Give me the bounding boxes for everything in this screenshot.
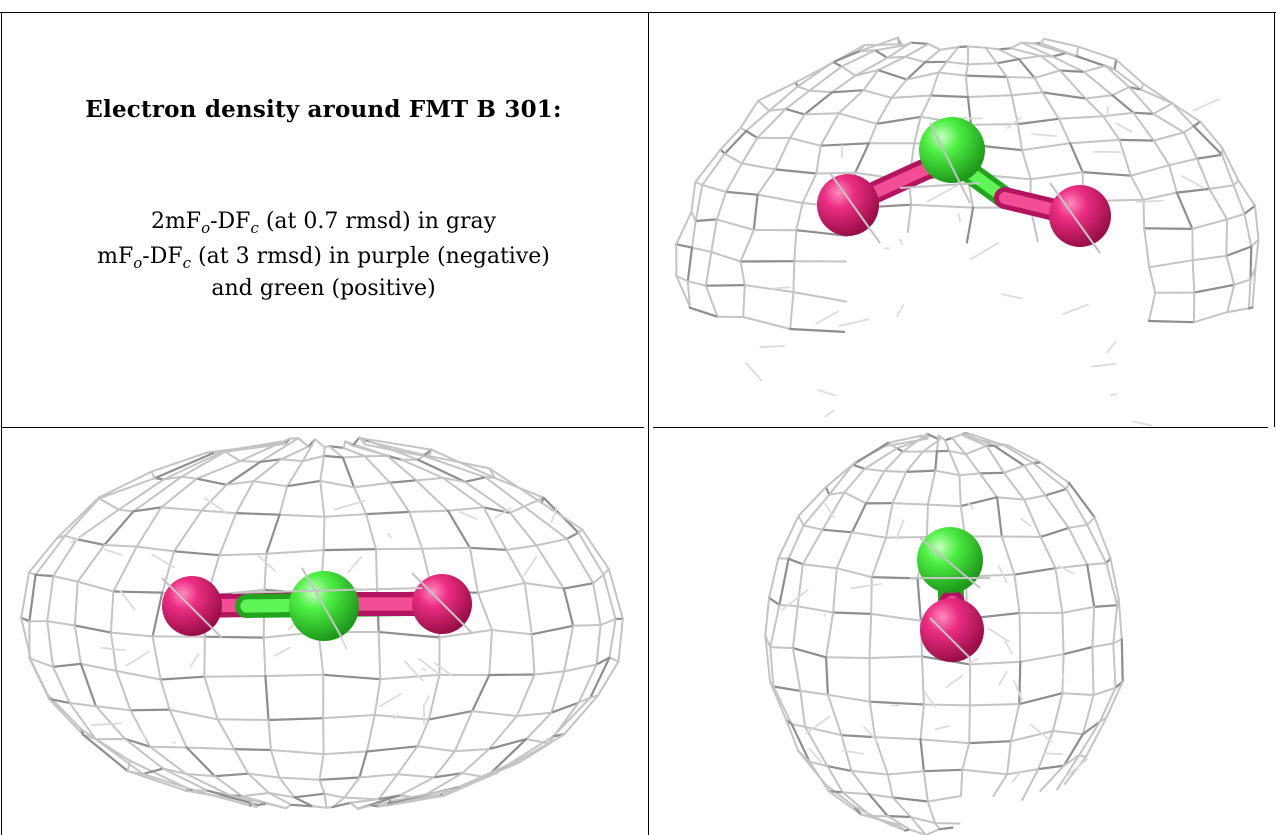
- legend-cell: Electron density around FMT B 301: 2mFo-…: [2, 12, 645, 427]
- oxygen-atom: [1049, 185, 1111, 247]
- legend-line-2fo: 2mFo-DFc (at 0.7 rmsd) in gray: [150, 209, 497, 237]
- mesh-cage: [20, 436, 624, 810]
- table-row-divider-left: [1, 427, 644, 428]
- legend-line-positive: and green (positive): [211, 276, 436, 301]
- view-bottom-left: [2, 428, 648, 835]
- density-map-bottom-left: [20, 436, 624, 810]
- mesh-cage: [675, 36, 1260, 427]
- view-top-right: [650, 13, 1274, 427]
- table-left-border: [1, 12, 2, 835]
- mesh-front: [161, 567, 473, 639]
- density-map-top-right: [675, 36, 1260, 427]
- table-top-border: [0, 12, 1276, 13]
- view-bottom-right: [650, 428, 1274, 835]
- oxygen-atom: [920, 598, 984, 662]
- carbon-atom: [919, 117, 985, 183]
- table-row-divider-right: [653, 427, 1268, 428]
- table-right-border: [1274, 12, 1275, 427]
- mesh-front: [829, 122, 1101, 254]
- legend-line-fo: mFo-DFc (at 3 rmsd) in purple (negative): [97, 244, 550, 272]
- mesh-front: [910, 537, 990, 659]
- table-middle-divider: [648, 12, 649, 835]
- oxygen-atom: [162, 576, 222, 636]
- legend-title: Electron density around FMT B 301:: [85, 96, 562, 123]
- oxygen-atom: [817, 174, 879, 236]
- density-map-bottom-right: [764, 431, 1124, 835]
